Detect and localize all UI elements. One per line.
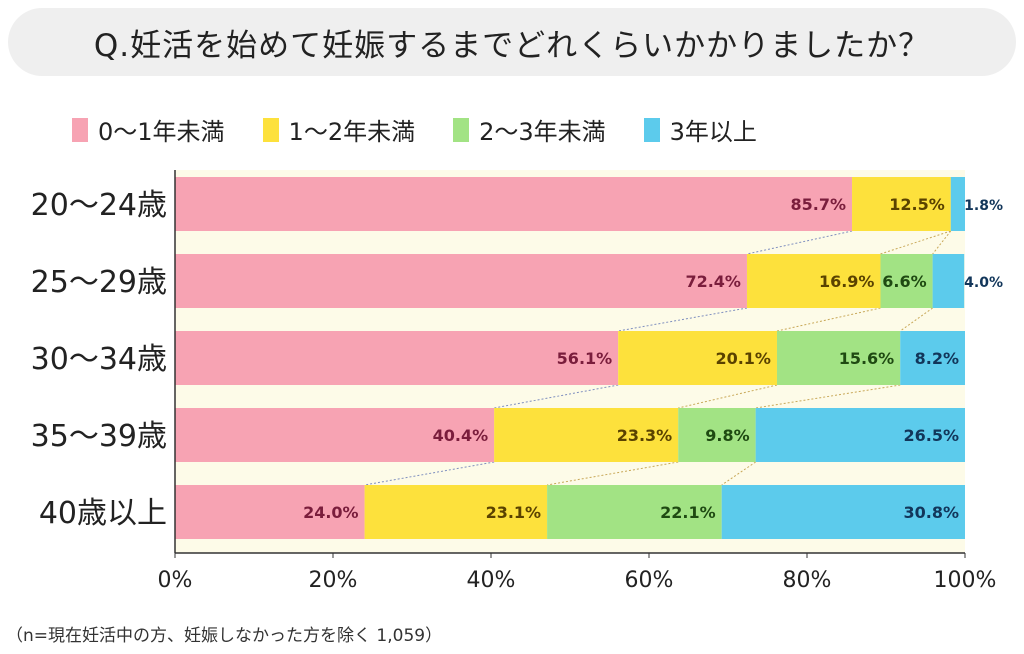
data-label: 40.4% bbox=[433, 426, 489, 445]
bar-segment bbox=[746, 254, 881, 308]
data-label: 4.0% bbox=[964, 275, 1003, 291]
data-label: 23.1% bbox=[486, 503, 542, 522]
bar-segment bbox=[721, 485, 965, 539]
x-tick-label: 20% bbox=[309, 568, 358, 593]
connector-line bbox=[899, 307, 933, 332]
data-label: 9.8% bbox=[705, 426, 749, 445]
data-label: 30.8% bbox=[903, 503, 959, 522]
data-label: 8.2% bbox=[915, 349, 959, 368]
x-tick-label: 0% bbox=[158, 568, 193, 593]
bar-segment bbox=[880, 254, 933, 308]
bar-segment bbox=[547, 485, 722, 539]
bar-segment bbox=[776, 331, 901, 385]
connector-line bbox=[678, 384, 778, 409]
data-label: 1.8% bbox=[964, 198, 1003, 214]
connector-line bbox=[364, 461, 495, 486]
data-label: 56.1% bbox=[557, 349, 613, 368]
category-label: 35～39歳 bbox=[31, 419, 167, 454]
data-label: 24.0% bbox=[303, 503, 359, 522]
bar-segment bbox=[678, 408, 756, 462]
bar-segment bbox=[494, 408, 679, 462]
connector-line bbox=[494, 384, 619, 409]
category-label: 40歳以上 bbox=[39, 496, 167, 531]
data-label: 26.5% bbox=[903, 426, 959, 445]
bar-segment bbox=[175, 485, 365, 539]
bar-segment bbox=[364, 485, 548, 539]
footnote: （n=現在妊活中の方、妊娠しなかった方を除く 1,059） bbox=[6, 626, 443, 646]
data-label: 15.6% bbox=[839, 349, 895, 368]
connector-line bbox=[755, 384, 901, 409]
category-label: 25～29歳 bbox=[31, 265, 167, 300]
legend-label: 0～1年未満 bbox=[98, 118, 225, 146]
bar-segment bbox=[175, 177, 853, 231]
x-tick-label: 60% bbox=[625, 568, 674, 593]
x-tick-label: 100% bbox=[934, 568, 997, 593]
connector-line bbox=[776, 307, 881, 332]
legend-swatch bbox=[262, 117, 279, 142]
legend-item: 0～1年未満 bbox=[72, 112, 225, 147]
legend-swatch bbox=[453, 117, 470, 142]
bar-segment bbox=[175, 408, 495, 462]
category-label: 20～24歳 bbox=[31, 188, 167, 223]
data-label: 20.1% bbox=[715, 349, 771, 368]
legend-swatch bbox=[72, 117, 88, 142]
bar-segment bbox=[950, 177, 965, 231]
legend-label: 2～3年未満 bbox=[479, 118, 606, 146]
bar-segment bbox=[755, 408, 965, 462]
legend-item: 1～2年未満 bbox=[262, 112, 416, 147]
bar-segment bbox=[618, 331, 777, 385]
bar-segment bbox=[900, 331, 965, 385]
connector-line bbox=[746, 230, 853, 255]
x-tick-label: 80% bbox=[783, 568, 832, 593]
data-label: 12.5% bbox=[889, 195, 945, 214]
category-label: 30～34歳 bbox=[31, 342, 167, 377]
data-label: 85.7% bbox=[791, 195, 847, 214]
connector-line bbox=[618, 307, 748, 332]
bar-segment bbox=[175, 254, 747, 308]
data-label: 22.1% bbox=[660, 503, 716, 522]
x-tick-label: 40% bbox=[467, 568, 516, 593]
connector-line bbox=[880, 230, 951, 255]
title-banner: Q.妊活を始めて妊娠するまでどれくらいかかりましたか？ bbox=[8, 8, 1016, 76]
connector-line bbox=[932, 230, 952, 255]
legend-label: 1～2年未満 bbox=[288, 118, 416, 146]
connector-line bbox=[721, 461, 756, 486]
data-label: 16.9% bbox=[819, 272, 875, 291]
legend-label: 3年以上 bbox=[669, 118, 757, 146]
data-label: 72.4% bbox=[685, 272, 741, 291]
bar-segment bbox=[175, 331, 619, 385]
bar-segment bbox=[852, 177, 951, 231]
legend-item: 2～3年未満 bbox=[453, 112, 606, 147]
legend: 0～1年未満 1～2年未満 2～3年未満 3年以上 bbox=[72, 112, 795, 147]
data-label: 23.3% bbox=[617, 426, 673, 445]
legend-swatch bbox=[643, 117, 660, 142]
chart-title: Q.妊活を始めて妊娠するまでどれくらいかかりましたか？ bbox=[93, 27, 931, 64]
bar-segment bbox=[932, 254, 965, 308]
data-label: 6.6% bbox=[882, 272, 926, 291]
legend-item: 3年以上 bbox=[643, 112, 757, 147]
